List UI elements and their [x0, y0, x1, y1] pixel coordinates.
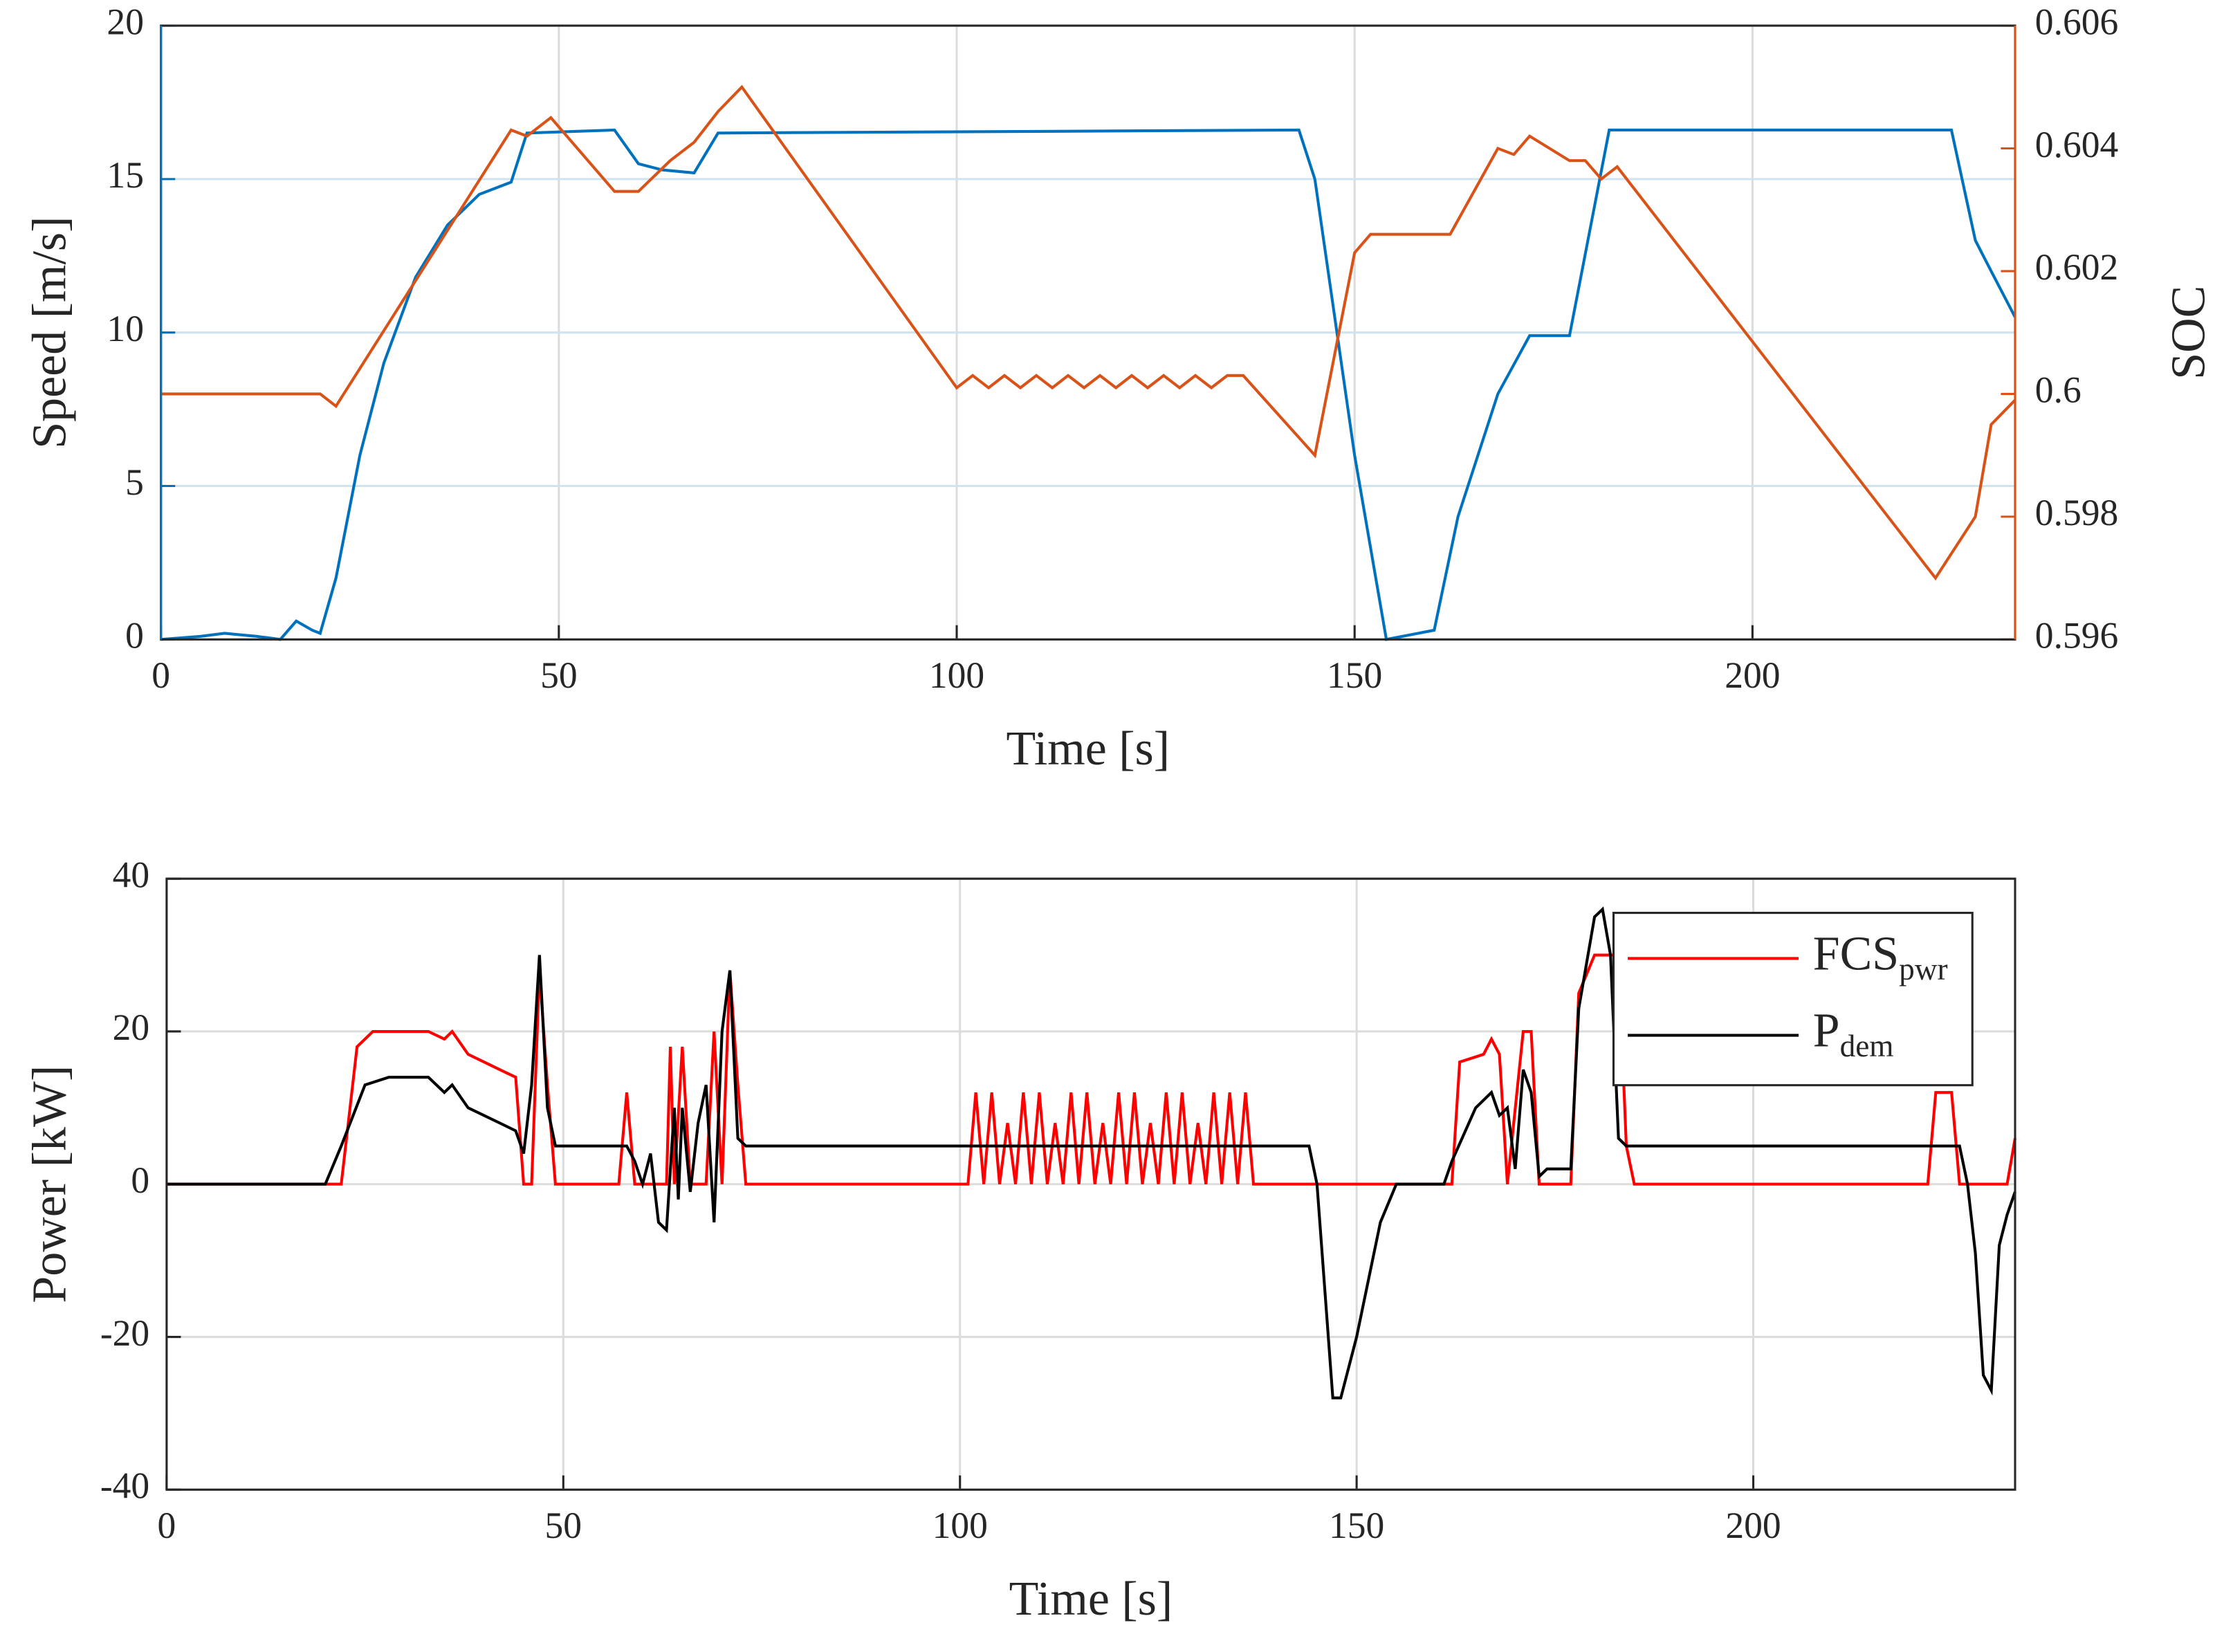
y-tick-label: 15 — [107, 154, 144, 196]
y2-axis-label: SOC — [2162, 286, 2215, 380]
legend-subscript: dem — [1840, 1029, 1894, 1064]
y2-tick-label: 0.598 — [2035, 492, 2118, 533]
y2-tick-label: 0.596 — [2035, 615, 2118, 657]
x-tick-label: 50 — [540, 654, 578, 696]
y-tick-label: -40 — [100, 1465, 149, 1507]
y-tick-label: 20 — [107, 1, 144, 42]
legend-label: FCSpwr — [1813, 928, 1948, 987]
x-tick-label: 100 — [932, 1505, 988, 1546]
x-tick-label: 50 — [545, 1505, 582, 1546]
y-axis-label: Speed [m/s] — [23, 217, 76, 449]
legend-name: FCS — [1813, 928, 1900, 981]
legend-name: P — [1813, 1004, 1840, 1058]
y2-tick-label: 0.606 — [2035, 1, 2118, 42]
legend-box — [1612, 912, 1974, 1087]
x-tick-label: 0 — [151, 654, 170, 696]
y-axis-label: Power [kW] — [23, 1065, 76, 1303]
series-line — [166, 906, 2016, 1399]
y2-tick-label: 0.602 — [2035, 246, 2118, 288]
axes-frame — [165, 877, 2016, 1491]
y-tick-label: 5 — [125, 461, 144, 503]
x-tick-label: 150 — [1329, 1505, 1384, 1546]
y-tick-label: 20 — [113, 1007, 150, 1048]
series-line — [166, 953, 2017, 1186]
series-line — [160, 128, 2016, 641]
series-line — [160, 84, 2016, 581]
x-tick-label: 0 — [158, 1505, 176, 1546]
x-tick-label: 100 — [929, 654, 984, 696]
x-tick-label: 200 — [1725, 1505, 1781, 1546]
legend-subscript: pwr — [1899, 952, 1947, 986]
x-tick-label: 200 — [1725, 654, 1780, 696]
y-tick-label: 0 — [131, 1159, 149, 1201]
x-axis-label: Time [s] — [1007, 722, 1170, 775]
y2-tick-label: 0.604 — [2035, 124, 2118, 165]
legend-label: Pdem — [1813, 1004, 1894, 1064]
y-tick-label: 10 — [107, 308, 144, 349]
y-tick-label: 0 — [125, 615, 144, 657]
y2-tick-label: 0.6 — [2035, 369, 2082, 411]
y-tick-label: -20 — [100, 1312, 149, 1354]
y-tick-label: 40 — [113, 854, 150, 895]
x-axis-label: Time [s] — [1009, 1572, 1173, 1626]
x-tick-label: 150 — [1327, 654, 1382, 696]
